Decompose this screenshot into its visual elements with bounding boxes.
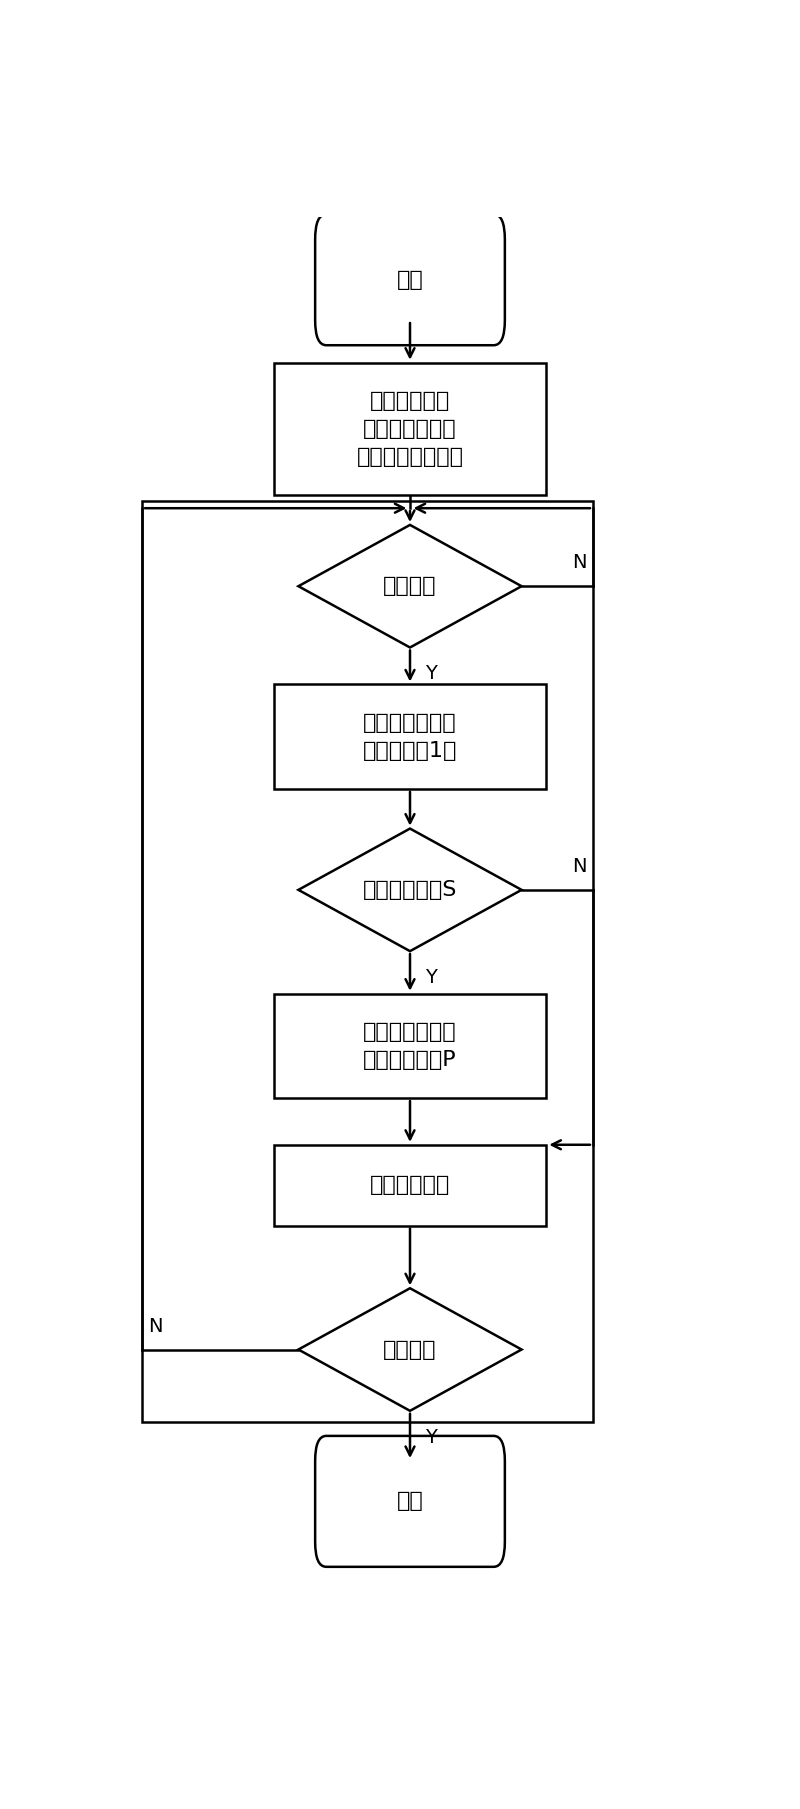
Text: 删除已走完的段
各段票价减去P: 删除已走完的段 各段票价减去P (363, 1022, 457, 1069)
Bar (274, 993, 546, 1098)
Text: Y: Y (426, 664, 438, 684)
Text: Y: Y (426, 968, 438, 988)
Text: 结束: 结束 (397, 1491, 423, 1511)
Bar (274, 1145, 546, 1225)
Polygon shape (298, 829, 522, 952)
Text: 走完一个段跟S: 走完一个段跟S (363, 879, 457, 899)
Bar (274, 362, 546, 496)
Text: N: N (148, 1317, 163, 1335)
Bar (142, 501, 593, 1422)
Text: N: N (572, 857, 586, 876)
Text: 输出段票价表: 输出段票价表 (370, 1176, 450, 1196)
Bar (274, 684, 546, 789)
Text: 开始: 开始 (397, 270, 423, 289)
Text: 到下一站: 到下一站 (383, 577, 437, 597)
FancyBboxPatch shape (315, 213, 505, 346)
Text: 除终点外各段终
点站同步加1站: 除终点外各段终 点站同步加1站 (363, 713, 457, 760)
Text: Y: Y (426, 1427, 438, 1447)
Text: 段变量赋初値
计算各段终点站
显示起点段票价表: 段变量赋初値 计算各段终点站 显示起点段票价表 (357, 391, 463, 467)
Polygon shape (298, 1288, 522, 1411)
Text: N: N (572, 554, 586, 572)
FancyBboxPatch shape (315, 1436, 505, 1567)
Text: 到终点站: 到终点站 (383, 1339, 437, 1360)
Polygon shape (298, 525, 522, 648)
